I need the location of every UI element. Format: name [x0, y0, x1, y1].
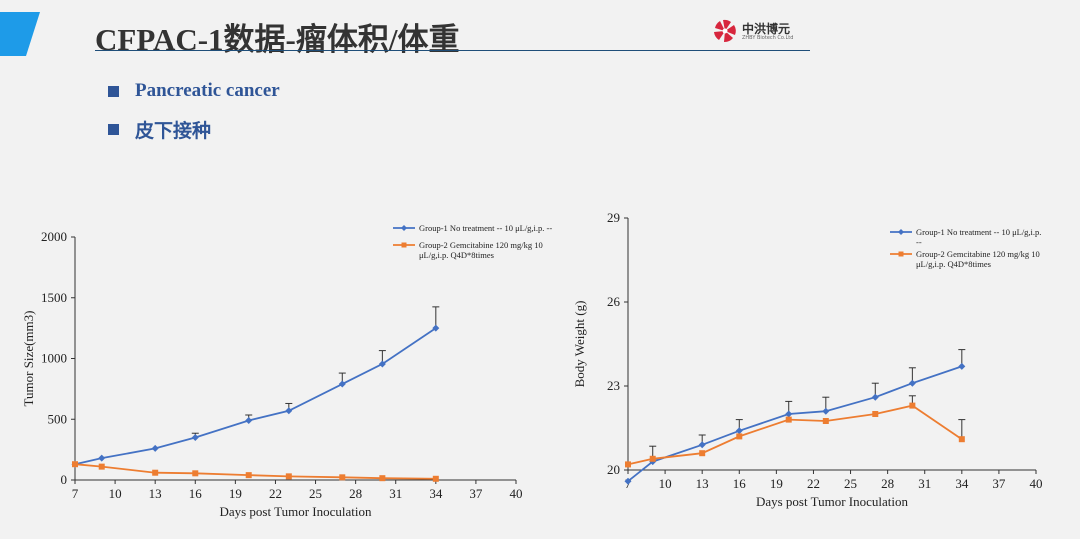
logo-name: 中洪博元 [742, 22, 791, 36]
company-logo: 中洪博元 ZHBY Biotech Co.Ltd [712, 18, 812, 48]
legend-entry-1: Group-1 No treatment -- 10 μL/g,i.p. -- [916, 227, 1041, 247]
legend-entry-line: Group-2 Gemcitabine 120 mg/kg 10 [916, 249, 1040, 259]
x-tick-label: 40 [510, 486, 523, 501]
legend-entry-line: Group-1 No treatment -- 10 μL/g,i.p. [916, 227, 1041, 237]
data-point-group-2 [699, 450, 706, 457]
x-tick-label: 7 [72, 486, 79, 501]
page-title: CFPAC-1数据-瘤体积/体重 [95, 22, 460, 57]
legend-marker-diamond [898, 229, 904, 235]
data-point-group-1 [191, 433, 199, 441]
x-tick-label: 28 [881, 476, 894, 491]
bullet-text: 皮下接种 [135, 121, 212, 142]
data-point-group-1 [908, 379, 916, 387]
x-tick-label: 22 [807, 476, 820, 491]
legend-entry-line: μL/g,i.p. Q4D*8times [916, 259, 991, 269]
legend-marker-square [401, 242, 407, 248]
y-tick-label: 20 [607, 462, 620, 477]
x-tick-label: 31 [389, 486, 402, 501]
data-point-group-1 [432, 324, 440, 332]
data-point-group-2 [822, 418, 829, 424]
data-point-group-2 [872, 411, 879, 417]
data-point-group-1 [338, 380, 346, 388]
legend-entry-1: Group-1 No treatment -- 10 μL/g,i.p. -- [419, 223, 552, 233]
data-point-group-2 [245, 472, 252, 479]
legend-entry-line: -- [916, 237, 922, 247]
data-point-group-1 [785, 410, 793, 418]
data-point-group-2 [72, 461, 78, 468]
x-axis-label: Days post Tumor Inoculation [756, 494, 909, 509]
legend-marker-diamond [401, 225, 407, 231]
data-point-group-2 [785, 416, 792, 423]
x-tick-label: 34 [429, 486, 443, 501]
bullet-item-2: 皮下接种 [108, 116, 211, 143]
x-tick-label: 10 [109, 486, 122, 501]
y-axis-label: Body Weight (g) [572, 301, 587, 388]
data-point-group-2 [98, 463, 105, 470]
data-point-group-1 [822, 407, 830, 415]
x-tick-label: 34 [955, 476, 969, 491]
y-tick-label: 0 [61, 472, 68, 487]
data-point-group-2 [649, 455, 656, 462]
x-tick-label: 13 [149, 486, 162, 501]
data-point-group-2 [339, 474, 346, 481]
accent-tab [0, 12, 40, 56]
y-tick-label: 1000 [41, 351, 67, 366]
data-point-group-1 [698, 441, 706, 449]
x-axis-label: Days post Tumor Inoculation [219, 504, 372, 519]
data-point-group-1 [735, 427, 743, 435]
data-point-group-1 [151, 444, 159, 452]
data-point-group-2 [909, 402, 916, 409]
x-tick-label: 37 [992, 476, 1006, 491]
data-point-group-2 [958, 436, 965, 443]
data-point-group-2 [625, 461, 631, 468]
data-point-group-1 [98, 454, 106, 462]
data-point-group-1 [624, 477, 632, 485]
x-tick-label: 37 [469, 486, 483, 501]
data-point-group-1 [871, 393, 879, 401]
data-point-group-1 [245, 416, 253, 424]
data-point-group-2 [285, 473, 292, 480]
bullet-item-1: Pancreatic cancer [108, 80, 280, 102]
x-tick-label: 40 [1030, 476, 1043, 491]
y-tick-label: 23 [607, 378, 620, 393]
data-point-group-2 [432, 475, 439, 482]
y-tick-label: 1500 [41, 290, 67, 305]
x-tick-label: 13 [696, 476, 709, 491]
data-point-group-2 [152, 469, 159, 476]
logo-subtitle: ZHBY Biotech Co.Ltd [742, 35, 794, 41]
x-tick-label: 10 [659, 476, 672, 491]
x-tick-label: 25 [309, 486, 322, 501]
data-point-group-1 [285, 407, 293, 415]
data-point-group-2 [736, 433, 743, 440]
bullet-square-icon [108, 124, 119, 135]
pinwheel-logo-icon [714, 19, 736, 43]
x-tick-label: 19 [770, 476, 783, 491]
legend-marker-square [898, 251, 904, 257]
x-tick-label: 25 [844, 476, 857, 491]
x-tick-label: 22 [269, 486, 282, 501]
title-divider [95, 50, 810, 51]
x-tick-label: 16 [189, 486, 203, 501]
y-tick-label: 500 [48, 411, 68, 426]
legend-entry-2: Group-2 Gemcitabine 120 mg/kg 10 μL/g,i.p… [419, 240, 543, 260]
x-tick-label: 16 [733, 476, 747, 491]
data-point-group-1 [378, 360, 386, 368]
legend-entry-line: μL/g,i.p. Q4D*8times [419, 250, 494, 260]
legend-entry-line: Group-2 Gemcitabine 120 mg/kg 10 [419, 240, 543, 250]
data-point-group-2 [192, 470, 199, 477]
y-tick-label: 2000 [41, 229, 67, 244]
x-tick-label: 28 [349, 486, 362, 501]
bullet-text: Pancreatic cancer [135, 80, 280, 101]
y-tick-label: 29 [607, 210, 620, 225]
y-axis-label: Tumor Size(mm3) [21, 311, 36, 407]
y-tick-label: 26 [607, 294, 621, 309]
data-point-group-2 [379, 475, 386, 482]
bullet-square-icon [108, 85, 119, 97]
x-tick-label: 31 [918, 476, 931, 491]
legend-entry-2: Group-2 Gemcitabine 120 mg/kg 10 μL/g,i.p… [916, 249, 1040, 269]
data-point-group-1 [958, 362, 966, 370]
x-tick-label: 19 [229, 486, 242, 501]
